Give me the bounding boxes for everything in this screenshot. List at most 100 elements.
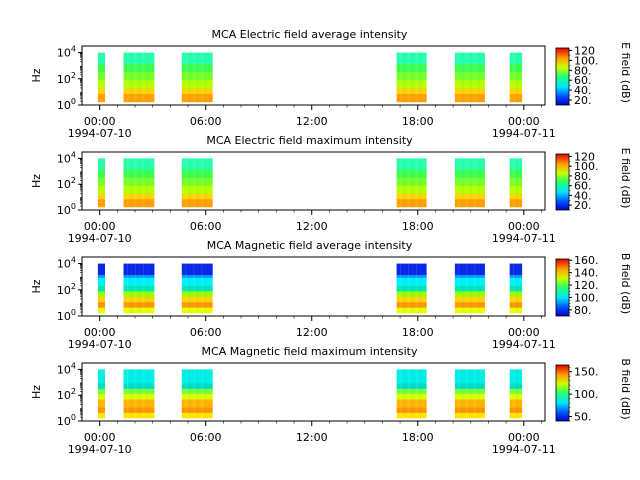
- spectrogram-cell: [396, 304, 427, 308]
- spectrogram-cell: [396, 369, 427, 373]
- spectrogram-cell: [97, 171, 105, 176]
- colorbar-gradient: [555, 153, 570, 211]
- spectrogram-cell: [97, 90, 105, 94]
- spectrogram-cell: [123, 399, 155, 403]
- spectrogram-cell: [123, 266, 155, 270]
- x-date-label: 1994-07-10: [68, 232, 132, 245]
- spectrogram-cell: [181, 79, 213, 84]
- spectrogram-cell: [181, 174, 213, 178]
- spectrogram-cell: [97, 401, 105, 405]
- spectrogram-cell: [454, 171, 485, 176]
- spectrogram-cell: [181, 204, 213, 208]
- spectrogram-cell: [123, 304, 155, 308]
- spectrogram-cell: [396, 399, 427, 403]
- spectrogram-cell: [454, 382, 485, 387]
- spectrogram-cell: [396, 169, 427, 173]
- colorbar-tick-label: 20.: [574, 199, 592, 212]
- spectrogram-cell: [97, 201, 105, 205]
- spectrogram-cell: [396, 71, 427, 75]
- spectrogram-cell: [396, 88, 427, 92]
- spectrogram-cell: [181, 404, 213, 408]
- spectrogram-cell: [97, 279, 105, 284]
- spectrogram-cell: [97, 382, 105, 387]
- spectrogram-cell: [97, 161, 105, 165]
- spectrogram-cell: [181, 263, 213, 267]
- spectrogram-cell: [123, 99, 155, 103]
- spectrogram-cell: [123, 412, 155, 416]
- colorbar-tick-label: 60.: [574, 74, 592, 87]
- spectrogram-cell: [97, 390, 105, 395]
- spectrogram-cell: [396, 198, 427, 202]
- spectrogram-cell: [123, 93, 155, 97]
- colorbar-tick-label: 140.: [574, 267, 599, 280]
- spectrogram-cell: [123, 407, 155, 411]
- spectrogram-cell: [454, 204, 485, 208]
- spectrogram-cell: [396, 382, 427, 387]
- spectrogram-cell: [396, 166, 427, 170]
- spectrogram-cell: [181, 299, 213, 303]
- data-segment: [509, 263, 523, 314]
- colorbar-tick-label: 100.: [574, 54, 599, 67]
- x-date-label: 1994-07-11: [492, 127, 556, 140]
- spectrogram-cell: [454, 190, 485, 194]
- spectrogram-cell: [181, 188, 213, 192]
- spectrogram-cell: [97, 85, 105, 89]
- colorbar-tick-label: 40.: [574, 84, 592, 97]
- spectrogram-cell: [97, 55, 105, 59]
- spectrogram-cell: [454, 369, 485, 373]
- spectrogram-cell: [97, 71, 105, 75]
- colorbar-tick-label: 120: [574, 150, 595, 163]
- spectrogram-cell: [123, 63, 155, 67]
- spectrogram-cell: [454, 58, 485, 62]
- spectrogram-cell: [181, 388, 213, 392]
- spectrogram-cell: [396, 385, 427, 389]
- spectrogram-cell: [509, 74, 523, 78]
- spectrogram-cell: [509, 279, 523, 284]
- panel-1: MCA Electric field average intensity 100 1…: [30, 28, 632, 140]
- panel-2: MCA Electric field maximum intensity 100 1…: [30, 134, 632, 245]
- spectrogram-cell: [396, 63, 427, 67]
- x-tick-label: 00:00: [84, 326, 116, 339]
- spectrogram-cell: [509, 301, 523, 305]
- y-tick-label: 104: [57, 150, 76, 165]
- spectrogram-cell: [97, 196, 105, 200]
- spectrogram-cell: [181, 274, 213, 278]
- spectrogram-cell: [97, 74, 105, 78]
- spectrogram-cell: [509, 71, 523, 75]
- spectrogram-cell: [181, 182, 213, 186]
- x-tick-label: 18:00: [402, 115, 434, 128]
- spectrogram-cell: [454, 299, 485, 303]
- spectrogram-cell: [396, 310, 427, 314]
- spectrogram-cell: [97, 188, 105, 192]
- spectrogram-cell: [509, 415, 523, 419]
- spectrogram-cell: [181, 307, 213, 311]
- y-tick-label: 104: [57, 361, 76, 376]
- spectrogram-cell: [454, 66, 485, 70]
- spectrogram-cell: [97, 179, 105, 184]
- spectrogram-cell: [454, 188, 485, 192]
- spectrogram-cell: [181, 385, 213, 389]
- spectrogram-cell: [97, 99, 105, 103]
- spectrogram-cell: [181, 401, 213, 405]
- spectrogram-cell: [454, 71, 485, 75]
- spectrogram-cell: [181, 179, 213, 184]
- spectrogram-cell: [97, 185, 105, 189]
- spectrogram-cell: [396, 296, 427, 300]
- data-segment: [181, 369, 213, 419]
- spectrogram-cell: [181, 88, 213, 92]
- spectrogram-cell: [97, 174, 105, 178]
- spectrogram-cell: [181, 74, 213, 78]
- spectrogram-cell: [509, 274, 523, 278]
- spectrogram-cell: [509, 407, 523, 411]
- spectrogram-cell: [97, 66, 105, 70]
- spectrogram-cell: [454, 393, 485, 397]
- spectrogram-cell: [509, 93, 523, 97]
- spectrogram-cell: [509, 66, 523, 70]
- colorbar-tick-label: 160.: [574, 254, 599, 267]
- colorbar: 50. 100. 150. B field (dB): [555, 358, 632, 424]
- data-segment: [181, 52, 213, 103]
- colorbar-gradient: [555, 47, 570, 106]
- spectrogram-cell: [454, 63, 485, 67]
- panel-title: MCA Magnetic field average intensity: [207, 239, 413, 252]
- spectrogram-cell: [123, 385, 155, 389]
